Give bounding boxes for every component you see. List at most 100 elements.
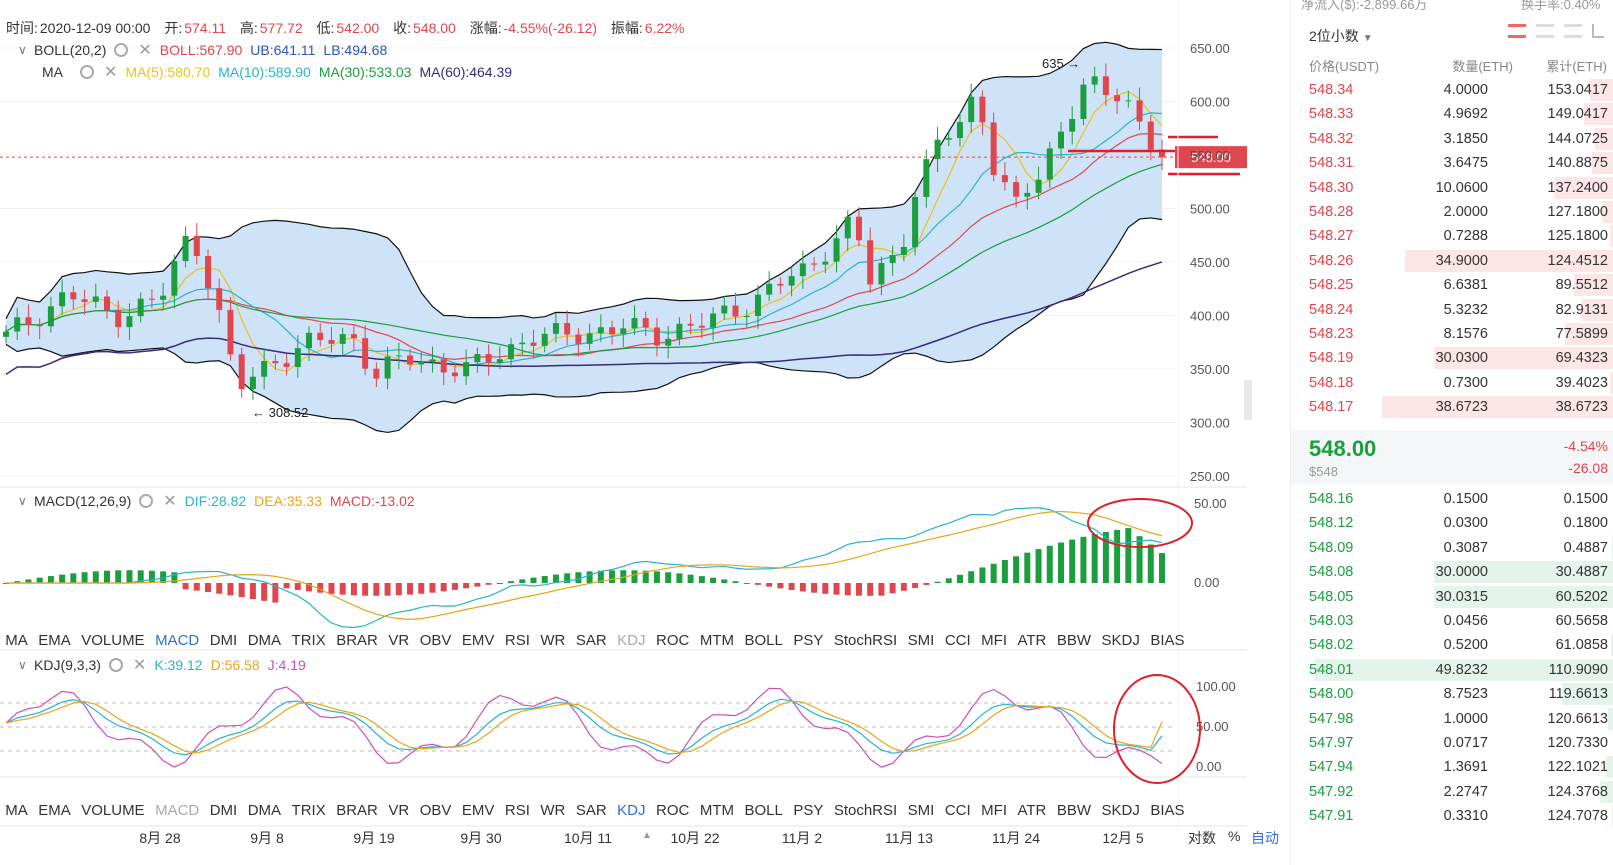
ask-row[interactable]: 548.33 4.9692 149.0417 — [1291, 102, 1613, 127]
settings-icon[interactable] — [139, 494, 154, 508]
kdj-panel-tab-obv[interactable]: OBV — [419, 802, 452, 819]
bid-row[interactable]: 548.01 49.8232 110.9090 — [1291, 658, 1613, 683]
close-icon[interactable]: ✕ — [163, 493, 177, 510]
kdj-panel-tab-kdj[interactable]: KDJ — [617, 802, 646, 819]
macd-panel-tab-bias[interactable]: BIAS — [1150, 632, 1185, 649]
kline-chart[interactable]: 548.00 635 → ← 308.52 650.00 600.00 550.00 500… — [0, 0, 1285, 865]
macd-panel-tab-vr[interactable]: VR — [388, 632, 410, 649]
bid-row[interactable]: 548.12 0.0300 0.1800 — [1291, 511, 1613, 536]
kdj-panel-tab-smi[interactable]: SMI — [907, 802, 935, 819]
kdj-panel-tab-ma[interactable]: MA — [5, 802, 28, 819]
log-scale-toggle[interactable]: 对数 — [1188, 830, 1216, 846]
kdj-panel-tab-brar[interactable]: BRAR — [336, 802, 378, 819]
ask-row[interactable]: 548.31 3.6475 140.8875 — [1291, 151, 1613, 176]
kdj-panel-tab-dmi[interactable]: DMI — [209, 802, 238, 819]
macd-panel-tab-obv[interactable]: OBV — [419, 632, 452, 649]
bid-row[interactable]: 547.92 2.2747 124.3768 — [1291, 780, 1613, 805]
view-both-icon[interactable] — [1508, 24, 1526, 38]
settings-icon[interactable] — [108, 658, 123, 672]
kdj-panel-tab-cci[interactable]: CCI — [944, 802, 971, 819]
expand-icon[interactable] — [1592, 24, 1604, 38]
close-icon[interactable]: ✕ — [104, 64, 118, 81]
bid-row[interactable]: 547.94 1.3691 122.1021 — [1291, 755, 1613, 780]
macd-panel-tab-ma[interactable]: MA — [5, 632, 28, 649]
kdj-panel-tab-rsi[interactable]: RSI — [504, 802, 530, 819]
settings-icon[interactable] — [114, 43, 129, 57]
macd-panel-tab-stochrsi[interactable]: StochRSI — [833, 632, 898, 649]
macd-panel-tab-mtm[interactable]: MTM — [699, 632, 734, 649]
chevron-down-icon[interactable]: ∨ — [18, 43, 27, 57]
chevron-down-icon[interactable]: ∨ — [18, 494, 27, 508]
ask-row[interactable]: 548.34 4.0000 153.0417 — [1291, 78, 1613, 103]
kdj-panel-tab-psy[interactable]: PSY — [793, 802, 824, 819]
kdj-panel-tab-stochrsi[interactable]: StochRSI — [833, 802, 898, 819]
macd-panel-tab-psy[interactable]: PSY — [793, 632, 824, 649]
ask-row[interactable]: 548.32 3.1850 144.0725 — [1291, 127, 1613, 152]
macd-panel-tab-smi[interactable]: SMI — [907, 632, 935, 649]
kdj-panel-tab-bbw[interactable]: BBW — [1056, 802, 1092, 819]
close-icon[interactable]: ✕ — [132, 657, 147, 674]
ask-row[interactable]: 548.26 34.9000 124.4512 — [1291, 249, 1613, 274]
bid-row[interactable]: 547.91 0.3310 124.7078 — [1291, 804, 1613, 829]
ask-row[interactable]: 548.25 6.6381 89.5512 — [1291, 273, 1613, 298]
macd-panel-tab-trix[interactable]: TRIX — [291, 632, 326, 649]
percent-scale-toggle[interactable]: % — [1228, 828, 1241, 844]
kdj-panel-tab-dma[interactable]: DMA — [247, 802, 282, 819]
macd-panel-tab-ema[interactable]: EMA — [38, 632, 71, 649]
bid-row[interactable]: 547.97 0.0717 120.7330 — [1291, 731, 1613, 756]
macd-panel-tab-kdj[interactable]: KDJ — [617, 632, 646, 649]
bid-row[interactable]: 548.09 0.3087 0.4887 — [1291, 536, 1613, 561]
macd-panel-tab-dma[interactable]: DMA — [247, 632, 282, 649]
macd-panel-tab-bbw[interactable]: BBW — [1056, 632, 1092, 649]
ask-row[interactable]: 548.18 0.7300 39.4023 — [1291, 371, 1613, 396]
kdj-panel-tab-volume[interactable]: VOLUME — [81, 802, 145, 819]
macd-panel-tab-dmi[interactable]: DMI — [209, 632, 238, 649]
kdj-panel-tab-atr[interactable]: ATR — [1017, 802, 1047, 819]
bid-row[interactable]: 548.08 30.0000 30.4887 — [1291, 560, 1613, 585]
bid-row[interactable]: 548.00 8.7523 119.6613 — [1291, 682, 1613, 707]
decimal-select[interactable]: 2位小数 ▼ — [1309, 26, 1373, 46]
ask-row[interactable]: 548.24 5.3232 82.9131 — [1291, 298, 1613, 323]
macd-panel-tab-brar[interactable]: BRAR — [336, 632, 378, 649]
auto-scale-toggle[interactable]: 自动 — [1251, 830, 1279, 846]
macd-panel-tab-skdj[interactable]: SKDJ — [1101, 632, 1140, 649]
kline-chart-pane[interactable]: 548.00 635 → ← 308.52 650.00 600.00 550.00 500… — [0, 0, 1285, 865]
macd-panel-tab-atr[interactable]: ATR — [1017, 632, 1047, 649]
kdj-panel-tab-vr[interactable]: VR — [388, 802, 410, 819]
kdj-panel-tab-bias[interactable]: BIAS — [1150, 802, 1185, 819]
bid-row[interactable]: 548.05 30.0315 60.5202 — [1291, 585, 1613, 610]
kdj-panel-tab-boll[interactable]: BOLL — [744, 802, 783, 819]
kdj-panel-tab-mfi[interactable]: MFI — [981, 802, 1007, 819]
view-bids-icon[interactable] — [1536, 24, 1554, 38]
macd-panel-tab-rsi[interactable]: RSI — [504, 632, 530, 649]
kdj-panel-tab-roc[interactable]: ROC — [656, 802, 690, 819]
ask-row[interactable]: 548.23 8.1576 77.5899 — [1291, 322, 1613, 347]
chevron-down-icon[interactable]: ∨ — [18, 658, 27, 672]
close-icon[interactable]: ✕ — [138, 42, 152, 59]
macd-panel-tab-cci[interactable]: CCI — [944, 632, 971, 649]
kdj-panel-tab-ema[interactable]: EMA — [38, 802, 71, 819]
bid-row[interactable]: 548.03 0.0456 60.5658 — [1291, 609, 1613, 634]
ask-row[interactable]: 548.30 10.0600 137.2400 — [1291, 176, 1613, 201]
macd-panel-tab-boll[interactable]: BOLL — [744, 632, 783, 649]
macd-panel-tab-volume[interactable]: VOLUME — [81, 632, 145, 649]
ask-row[interactable]: 548.27 0.7288 125.1800 — [1291, 224, 1613, 249]
kdj-panel-tab-wr[interactable]: WR — [540, 802, 566, 819]
kdj-panel-tab-macd[interactable]: MACD — [155, 802, 200, 819]
macd-panel-tab-emv[interactable]: EMV — [461, 632, 495, 649]
macd-panel-tab-roc[interactable]: ROC — [656, 632, 690, 649]
kdj-panel-tab-sar[interactable]: SAR — [575, 802, 607, 819]
bid-row[interactable]: 548.16 0.1500 0.1500 — [1291, 487, 1613, 512]
kdj-panel-tab-trix[interactable]: TRIX — [291, 802, 326, 819]
bid-row[interactable]: 547.98 1.0000 120.6613 — [1291, 707, 1613, 732]
macd-panel-tab-sar[interactable]: SAR — [575, 632, 607, 649]
ask-row[interactable]: 548.19 30.0300 69.4323 — [1291, 346, 1613, 371]
kdj-panel-tab-emv[interactable]: EMV — [461, 802, 495, 819]
macd-panel-tab-macd[interactable]: MACD — [155, 632, 200, 649]
ask-row[interactable]: 548.28 2.0000 127.1800 — [1291, 200, 1613, 225]
ask-row[interactable]: 548.17 38.6723 38.6723 — [1291, 395, 1613, 420]
kdj-panel-tab-skdj[interactable]: SKDJ — [1101, 802, 1140, 819]
kdj-panel-tab-mtm[interactable]: MTM — [699, 802, 734, 819]
macd-panel-tab-mfi[interactable]: MFI — [981, 632, 1007, 649]
settings-icon[interactable] — [80, 65, 94, 79]
